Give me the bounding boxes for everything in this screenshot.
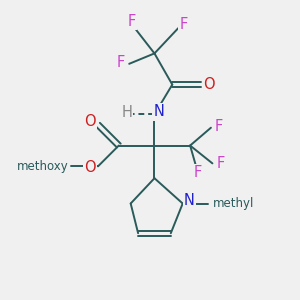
Text: F: F (128, 14, 136, 29)
Text: F: F (214, 119, 223, 134)
Text: N: N (184, 193, 195, 208)
Text: H: H (122, 105, 132, 120)
Text: F: F (194, 165, 202, 180)
Text: F: F (217, 156, 225, 171)
Text: methoxy: methoxy (16, 160, 68, 173)
Text: O: O (203, 77, 215, 92)
Text: F: F (116, 55, 124, 70)
Text: O: O (84, 160, 95, 175)
Text: N: N (154, 104, 164, 119)
Text: O: O (84, 114, 95, 129)
Text: methyl: methyl (213, 197, 255, 210)
Text: F: F (179, 17, 188, 32)
